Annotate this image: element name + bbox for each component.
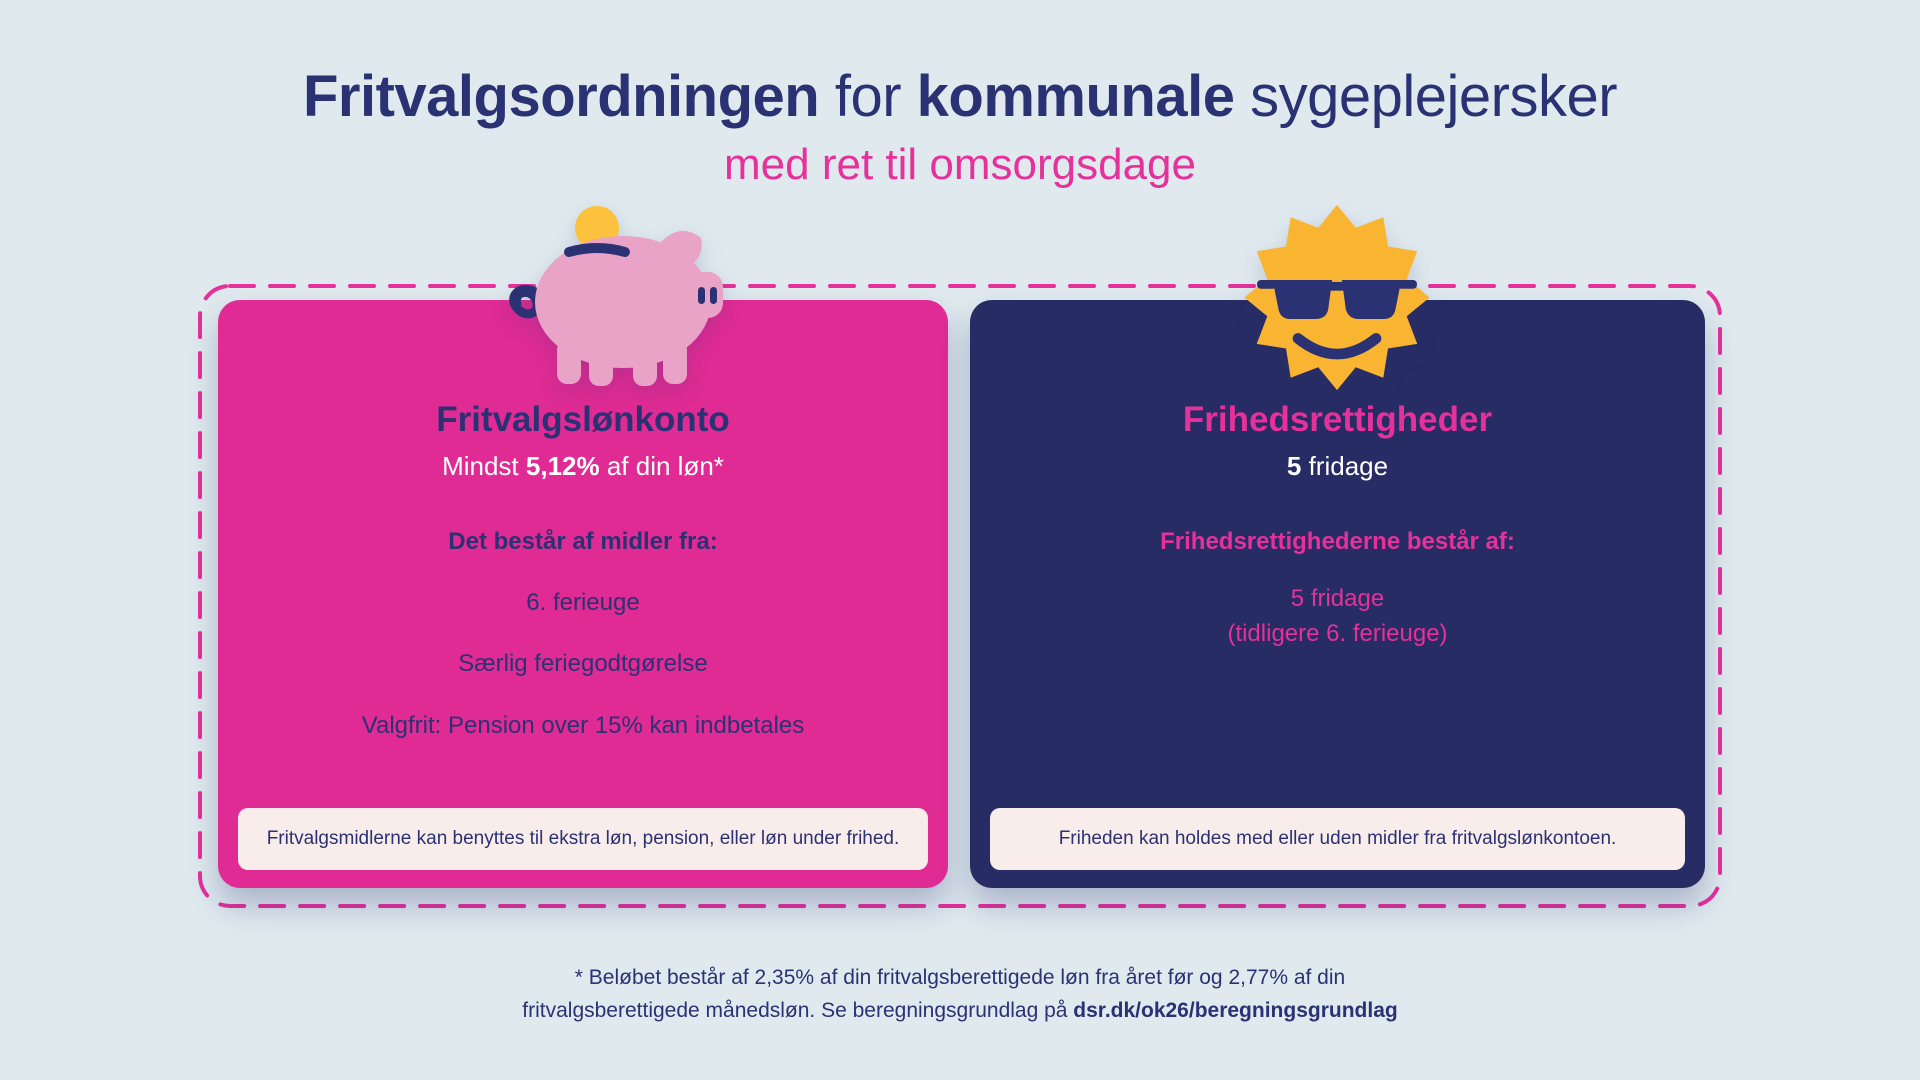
page-title-bold-1: Fritvalgsordningen (302, 64, 820, 129)
card-left-sub-bold: 5,12% (525, 451, 600, 482)
card-left-note-text: Fritvalgsmidlerne kan benyttes til ekstr… (266, 827, 900, 849)
page-subtitle: med ret til omsorgsdage (724, 139, 1196, 189)
card-right-note-text: Friheden kan holdes med eller uden midle… (1058, 827, 1617, 849)
card-right-sub-suffix: fridage (1301, 451, 1389, 482)
page-title-regular-2: sygeplejersker (1234, 64, 1618, 129)
card-fritvalgsloenkonto: Fritvalgslønkonto Mindst 5,12% af din lø… (218, 300, 948, 888)
card-right-title: Frihedsrettigheder (1182, 400, 1493, 439)
card-left-sub-prefix: Mindst (442, 451, 526, 482)
card-fritvalgsloenkonto-body: Fritvalgslønkonto Mindst 5,12% af din lø… (218, 300, 948, 741)
card-left-sub-suffix: af din løn* (599, 451, 724, 482)
footnote: * Beløbet består af 2,35% af din fritval… (0, 962, 1920, 1027)
list-item: Valgfrit: Pension over 15% kan indbetale… (361, 711, 805, 739)
card-left-note-box: Fritvalgsmidlerne kan benyttes til ekstr… (238, 808, 928, 870)
card-right-heading: Frihedsrettighederne består af: (1160, 528, 1515, 556)
list-item: (tidligere 6. ferieuge) (1227, 620, 1448, 648)
beregningsgrundlag-link[interactable]: dsr.dk/ok26/beregningsgrundlag (1073, 998, 1398, 1022)
page-title-bold-2: kommunale (916, 64, 1235, 129)
card-left-title: Fritvalgslønkonto (436, 400, 730, 439)
card-left-subtitle: Mindst 5,12% af din løn* (218, 450, 948, 484)
card-left-heading: Det består af midler fra: (448, 528, 718, 556)
page-title: Fritvalgsordningen for kommunale sygeple… (0, 64, 1920, 131)
sun-sunglasses-icon (1237, 200, 1437, 395)
list-item: Særlig feriegodtgørelse (458, 650, 708, 678)
card-right-sub-bold: 5 (1286, 451, 1302, 482)
card-right-note-box: Friheden kan holdes med eller uden midle… (990, 808, 1685, 870)
piggy-bank-icon (505, 200, 725, 390)
card-right-subtitle: 5 fridage (970, 450, 1705, 484)
footnote-line-2: fritvalgsberettigede månedsløn. Se bereg… (0, 995, 1920, 1028)
list-item: 5 fridage (1290, 585, 1385, 613)
footnote-line-1: * Beløbet består af 2,35% af din fritval… (574, 966, 1346, 989)
card-frihedsrettigheder: Frihedsrettigheder 5 fridage Frihedsrett… (970, 300, 1705, 888)
page-title-regular-1: for (819, 64, 917, 129)
list-item: 6. ferieuge (526, 589, 640, 617)
footnote-line-2-text: fritvalgsberettigede månedsløn. Se bereg… (522, 998, 1074, 1022)
header: Fritvalgsordningen for kommunale sygeple… (0, 64, 1920, 189)
card-frihedsrettigheder-body: Frihedsrettigheder 5 fridage Frihedsrett… (970, 300, 1705, 650)
